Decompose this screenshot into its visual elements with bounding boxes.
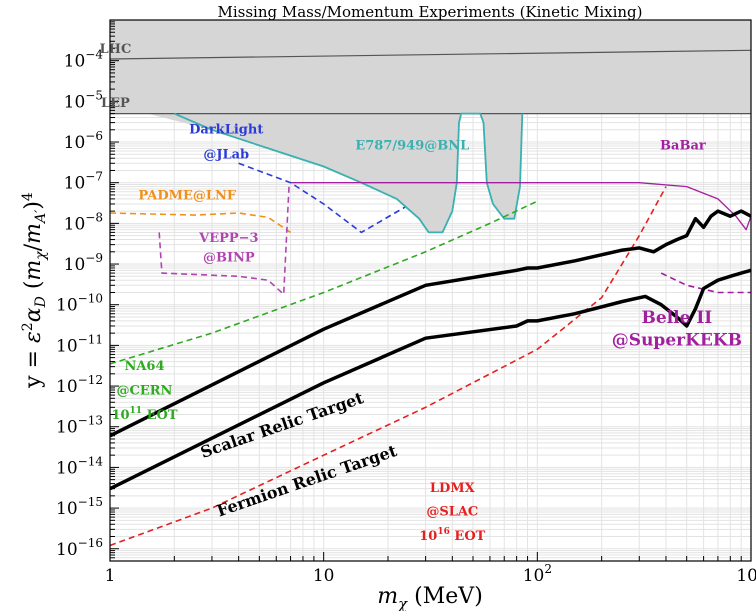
x-tick-label: 103	[736, 562, 756, 586]
annotation-label: LEP	[101, 96, 130, 111]
y-tick-label: 10−9	[64, 251, 103, 275]
y-tick-label: 10−16	[56, 536, 103, 560]
series-scalar-relic-target	[110, 209, 751, 438]
series-lhc	[110, 49, 751, 60]
x-tick-label: 1	[105, 566, 116, 586]
y-tick-label: 10−4	[64, 48, 104, 72]
plot-frame	[109, 19, 752, 562]
annotation-label: Scalar Relic Target	[198, 388, 366, 462]
y-tick-label: 10−6	[64, 129, 103, 153]
y-tick-label: 10−13	[56, 414, 103, 438]
annotation-label: E787/949@BNL	[355, 138, 469, 153]
annotation-label: @BINP	[203, 251, 255, 266]
annotation-label: @CERN	[117, 384, 173, 399]
y-tick-label: 10−14	[56, 454, 103, 478]
annotation-label: Belle II	[642, 308, 713, 328]
series-babar	[290, 182, 751, 231]
series-na64-cern-10-eot	[110, 200, 538, 365]
y-tick-label: 10−11	[56, 332, 103, 356]
annotation-label: LHC	[100, 42, 132, 57]
y-tick-label: 10−7	[64, 170, 103, 194]
annotation-label: BaBar	[660, 138, 706, 153]
annotation-label: PADME@LNF	[138, 188, 237, 203]
y-axis-label: y = ε2αD (mχ/mA′)4	[20, 192, 49, 389]
annotation-label: 1011 EOT	[111, 406, 177, 423]
annotation-label: 1016 EOT	[419, 527, 485, 544]
annotation-label: DarkLight	[189, 123, 263, 138]
series-darklight-jlab	[238, 162, 406, 234]
annotation-label: @SLAC	[426, 505, 478, 520]
annotation-label: @JLab	[203, 148, 249, 163]
y-tick-label: 10−10	[56, 292, 103, 316]
series-group	[110, 49, 751, 547]
x-tick-label: 102	[523, 562, 552, 586]
series-vepp-3-binp	[158, 182, 290, 296]
series-fermion-relic-target	[110, 268, 751, 491]
y-tick-label: 10−5	[64, 88, 103, 112]
annotation-label: @SuperKEKB	[612, 330, 742, 350]
series-ldmx-slac-10-eot	[110, 186, 667, 547]
annotation-label: NA64	[124, 359, 164, 374]
y-tick-label: 10−15	[56, 495, 103, 519]
chart-title: Missing Mass/Momentum Experiments (Kinet…	[218, 3, 643, 21]
annotation-label: LDMX	[430, 481, 476, 496]
y-tick-label: 10−12	[56, 373, 103, 397]
ticks: 1 10 102 103 10−4 10−5 10−6 10−7 10−8 10−9 10−10 10…	[56, 21, 756, 586]
annotation-label: VEPP−3	[198, 231, 258, 246]
y-tick-label: 10−8	[64, 210, 103, 234]
x-tick-label: 10	[313, 566, 335, 586]
x-axis-label: mχ (MeV)	[377, 584, 483, 611]
excluded-region	[110, 20, 751, 233]
